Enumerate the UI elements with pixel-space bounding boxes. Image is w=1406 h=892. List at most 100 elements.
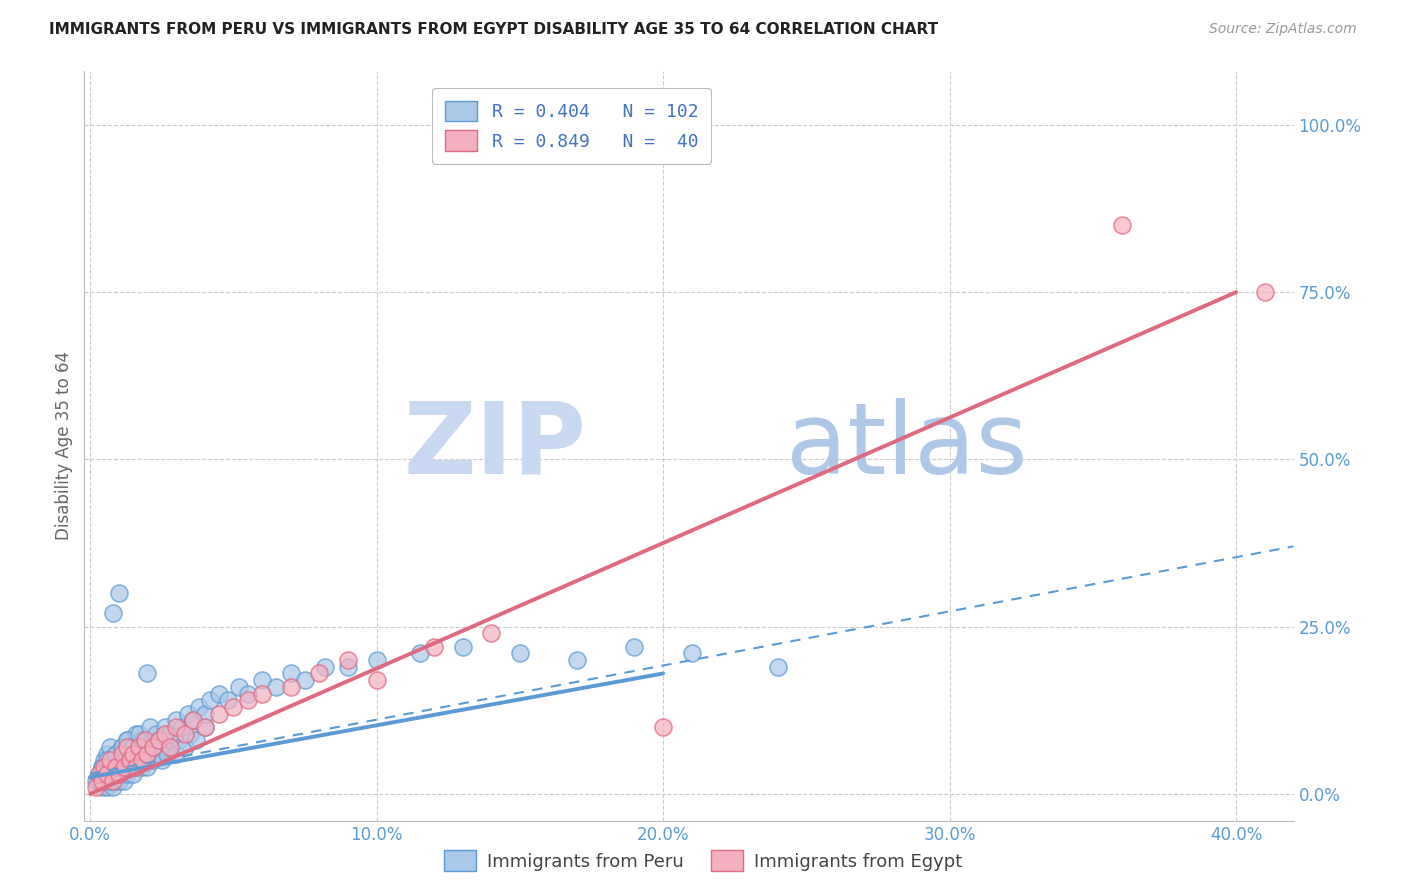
Point [184,733,207,747]
Point [681,646,703,660]
Point [98,760,121,774]
Point [93,760,115,774]
Point [142,740,165,755]
Point [451,640,474,654]
Point [98,773,121,788]
Point [122,767,145,781]
Point [567,653,589,667]
Point [136,760,159,774]
Point [117,733,139,747]
Point [90,760,112,774]
Point [87,767,110,781]
Point [250,673,273,688]
Point [104,760,127,774]
Point [173,740,195,755]
Point [114,760,136,774]
Point [125,760,148,774]
Text: ZIP: ZIP [404,398,586,494]
Point [101,753,124,767]
Point [236,693,259,707]
Point [90,773,112,788]
Point [107,586,129,600]
Point [250,687,273,701]
Point [104,760,127,774]
Point [131,753,153,767]
Point [107,773,129,788]
Point [167,733,190,747]
Point [134,733,156,747]
Point [150,753,173,767]
Point [98,773,121,788]
Point [125,726,148,740]
Point [114,773,136,788]
Point [110,740,132,755]
Point [93,767,115,781]
Legend: R = 0.404   N = 102, R = 0.849   N =  40: R = 0.404 N = 102, R = 0.849 N = 40 [432,88,711,164]
Point [93,773,115,788]
Point [107,767,129,781]
Point [128,740,150,755]
Point [153,726,176,740]
Point [176,706,198,721]
Point [110,747,132,761]
Point [366,673,388,688]
Point [96,767,118,781]
Point [87,767,110,781]
Point [101,767,124,781]
Point [84,773,107,788]
Point [145,740,167,755]
Point [294,673,316,688]
Point [96,753,118,767]
Text: Source: ZipAtlas.com: Source: ZipAtlas.com [1209,22,1357,37]
Point [165,720,187,734]
Point [139,747,162,761]
Point [280,666,302,681]
Point [122,747,145,761]
Point [107,753,129,767]
Point [1254,285,1277,300]
Point [165,714,187,728]
Point [623,640,645,654]
Point [122,740,145,755]
Point [101,607,124,621]
Point [131,753,153,767]
Point [110,740,132,755]
Point [142,740,165,755]
Point [194,720,217,734]
Point [96,767,118,781]
Point [148,747,170,761]
Point [114,760,136,774]
Point [90,760,112,774]
Point [104,747,127,761]
Point [131,760,153,774]
Point [236,687,259,701]
Point [181,714,204,728]
Point [509,646,531,660]
Point [308,666,330,681]
Point [101,780,124,795]
Point [136,747,159,761]
Point [194,720,217,734]
Point [101,760,124,774]
Point [87,773,110,788]
Point [159,740,181,755]
Point [131,733,153,747]
Y-axis label: Disability Age 35 to 64: Disability Age 35 to 64 [55,351,73,541]
Point [136,666,159,681]
Point [93,753,115,767]
Point [107,767,129,781]
Point [125,747,148,761]
Point [336,653,359,667]
Point [200,693,222,707]
Point [228,680,250,694]
Point [125,760,148,774]
Point [366,653,388,667]
Point [90,780,112,795]
Point [134,733,156,747]
Point [134,753,156,767]
Point [117,733,139,747]
Point [96,780,118,795]
Point [217,693,239,707]
Point [117,767,139,781]
Point [98,740,121,755]
